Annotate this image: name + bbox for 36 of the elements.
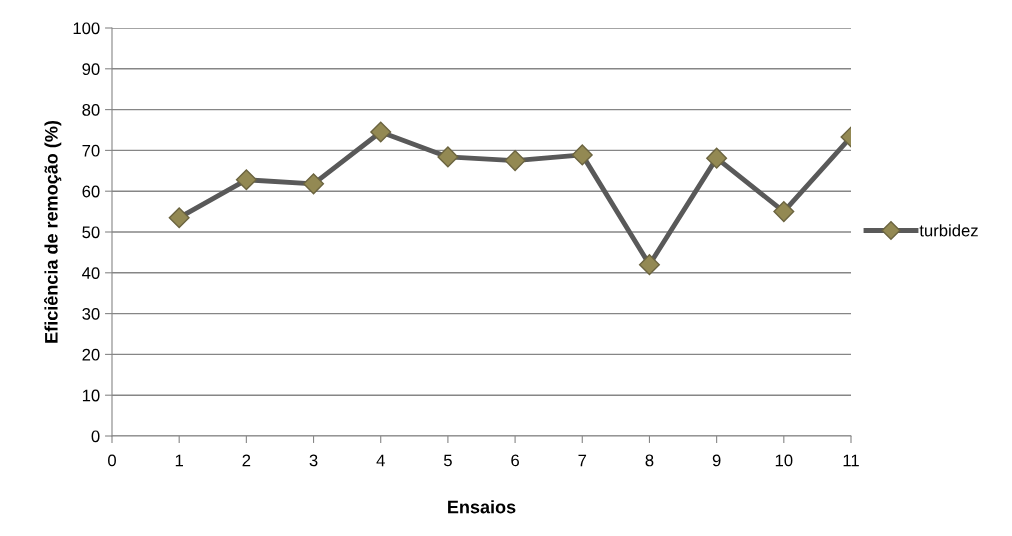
point (706, 147, 728, 169)
y-tick-label: 40 (82, 267, 100, 279)
point (638, 254, 660, 276)
x-tick-label: 9 (712, 454, 721, 467)
point (504, 150, 526, 172)
x-tick-label: 2 (242, 454, 251, 467)
x-tick-label: 3 (309, 454, 318, 467)
point (235, 169, 257, 191)
x-tick-label: 7 (578, 454, 587, 467)
y-tick-label: 100 (73, 22, 100, 35)
y-axis-title: Eficiência de remoção (%) (44, 121, 62, 343)
point (571, 144, 593, 166)
y-tick-label: 0 (91, 430, 100, 443)
y-tick-label: 50 (82, 226, 100, 239)
point (168, 207, 190, 229)
x-tick-label: 6 (511, 454, 519, 467)
y-tick-label: 90 (82, 63, 100, 75)
y-tick-label: 20 (82, 348, 100, 361)
x-tick-label: 4 (376, 454, 385, 467)
x-axis-title: Ensaios (448, 500, 516, 514)
x-tick-label: 8 (645, 454, 654, 467)
legend-label: turbidez (919, 224, 978, 237)
x-tick-label: 5 (443, 454, 452, 467)
y-tick-label: 80 (82, 104, 100, 116)
x-tick-label: 1 (175, 454, 183, 467)
point (773, 201, 795, 223)
y-tick-label: 30 (82, 308, 100, 320)
y-tick-label: 10 (82, 389, 100, 402)
y-tick-label: 70 (82, 144, 100, 157)
point (437, 146, 459, 168)
x-tick-label: 0 (108, 454, 116, 467)
point (303, 173, 325, 195)
point (370, 121, 392, 143)
x-tick-label: 11 (843, 454, 859, 467)
y-tick-label: 60 (82, 185, 100, 198)
x-tick-label: 10 (775, 454, 793, 467)
